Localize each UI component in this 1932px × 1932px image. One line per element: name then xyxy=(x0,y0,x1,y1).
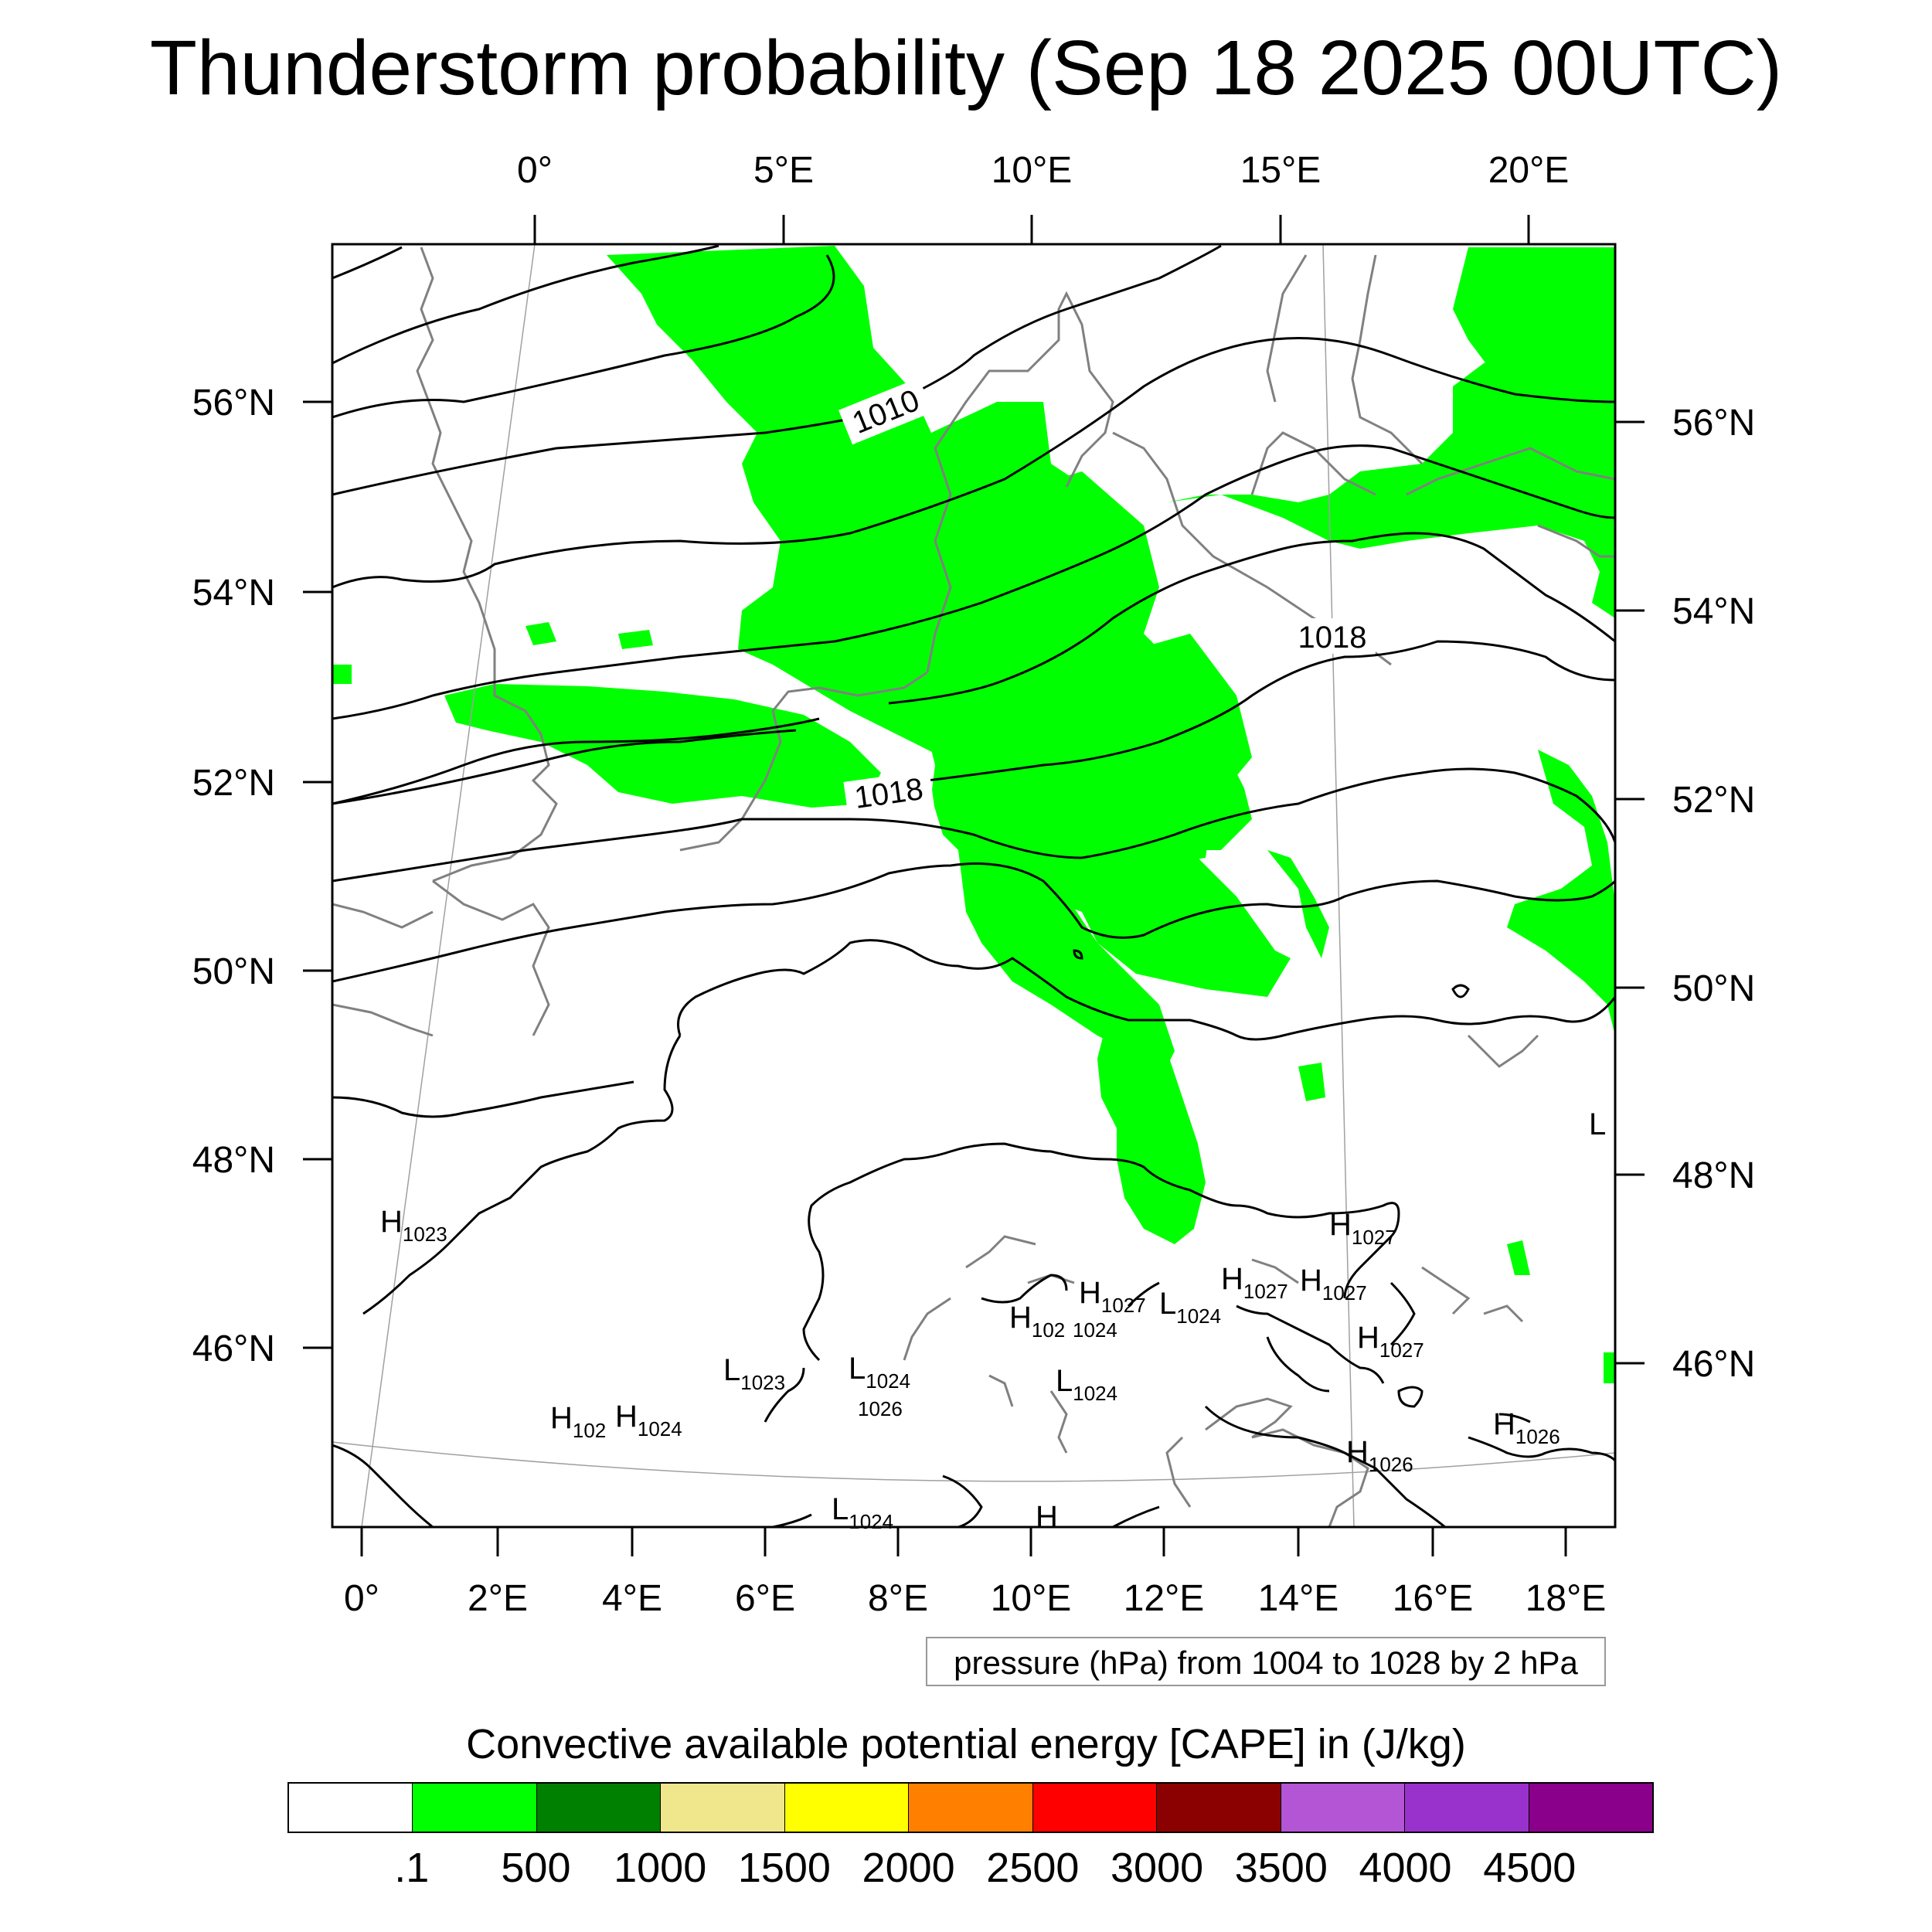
colorbar-label: 2000 xyxy=(862,1845,955,1891)
cape-area-small-1 xyxy=(332,665,352,684)
left-lat-tick-label: 48°N xyxy=(192,1140,275,1181)
left-lat-tick-label: 54°N xyxy=(192,573,275,614)
pressure-center: H102 xyxy=(1009,1301,1065,1342)
top-lon-tick-label: 0° xyxy=(517,150,553,191)
plot-frame xyxy=(331,243,1617,1529)
colorbar-label: 4000 xyxy=(1359,1845,1452,1891)
cape-area-czech xyxy=(1267,850,1329,958)
bottom-lon-tick-label: 18°E xyxy=(1526,1578,1607,1619)
left-lat-tick-label: 50°N xyxy=(192,951,275,992)
cape-area-germany xyxy=(927,734,1291,997)
colorbar-swatch xyxy=(1032,1784,1158,1832)
right-lat-tick-label: 50°N xyxy=(1672,968,1755,1009)
colorbar-label: 2500 xyxy=(986,1845,1080,1891)
colorbar-swatch xyxy=(536,1784,662,1832)
right-lat-tick-label: 56°N xyxy=(1672,403,1755,444)
pressure-info-box: pressure (hPa) from 1004 to 1028 by 2 hP… xyxy=(926,1637,1606,1686)
colorbar-swatch xyxy=(661,1784,785,1832)
pressure-center: H xyxy=(1036,1500,1058,1534)
bottom-lon-tick-label: 2°E xyxy=(468,1578,528,1619)
colorbar-swatch xyxy=(784,1784,910,1832)
colorbar-label: .1 xyxy=(394,1845,430,1891)
bottom-longitude-labels: 0° 2°E 4°E 6°E 8°E 10°E 12°E 14°E 16°E 1… xyxy=(344,1578,1606,1619)
pressure-center: L1024 xyxy=(849,1352,910,1393)
bottom-lon-tick-label: 4°E xyxy=(602,1578,662,1619)
bottom-lon-tick-label: 16°E xyxy=(1393,1578,1474,1619)
cape-area-small-6 xyxy=(1604,1352,1615,1383)
left-lat-tick-label: 56°N xyxy=(192,383,275,423)
pressure-center: H1023 xyxy=(380,1205,447,1246)
top-lon-tick-label: 15°E xyxy=(1240,150,1321,191)
colorbar-label: 4500 xyxy=(1483,1845,1577,1891)
right-lat-tick-label: 54°N xyxy=(1672,591,1755,632)
right-lat-tick-label: 46°N xyxy=(1672,1344,1755,1385)
cape-area-channel xyxy=(444,684,881,808)
colorbar-labels: .1 500 1000 1500 2000 2500 3000 3500 4000 4500 xyxy=(0,1842,1932,1896)
cape-area-small-5 xyxy=(1507,1240,1530,1275)
pressure-center: H1027 xyxy=(1079,1276,1146,1317)
cape-fill-layer xyxy=(332,246,1615,1383)
colorbar-label: 3000 xyxy=(1111,1845,1204,1891)
left-latitude-labels: 56°N 54°N 52°N 50°N 48°N 46°N xyxy=(192,383,275,1369)
right-lat-tick-label: 48°N xyxy=(1672,1155,1755,1196)
top-lon-tick-label: 10°E xyxy=(992,150,1073,191)
colorbar-swatch xyxy=(909,1784,1033,1832)
left-lat-tick-label: 52°N xyxy=(192,763,275,804)
pressure-center: H1024 xyxy=(615,1400,682,1440)
cape-area-northeast xyxy=(1453,247,1615,433)
bottom-lon-tick-label: 0° xyxy=(344,1578,379,1619)
bottom-lon-tick-label: 10°E xyxy=(991,1578,1072,1619)
pressure-center: H1026 xyxy=(1346,1435,1413,1476)
chart-title: Thunderstorm probability (Sep 18 2025 00… xyxy=(149,25,1783,111)
bottom-lon-tick-label: 8°E xyxy=(868,1578,928,1619)
isobars xyxy=(332,244,1615,1527)
top-longitude-labels: 0° 5°E 10°E 15°E 20°E xyxy=(517,150,1569,191)
pressure-center: 1026 xyxy=(858,1397,903,1420)
right-lat-tick-label: 52°N xyxy=(1672,780,1755,821)
pressure-center: H1026 xyxy=(1493,1407,1560,1448)
bottom-lon-tick-label: 12°E xyxy=(1124,1578,1205,1619)
pressure-center: 1024 xyxy=(1073,1318,1117,1342)
colorbar xyxy=(287,1782,1654,1833)
cape-area-poland-east xyxy=(1507,750,1615,1036)
pressure-center: H1027 xyxy=(1329,1208,1396,1249)
bottom-lon-tick-label: 6°E xyxy=(735,1578,795,1619)
pressure-center: L1023 xyxy=(723,1353,785,1394)
colorbar-label: 500 xyxy=(501,1845,571,1891)
pressure-center: L1024 xyxy=(1056,1364,1117,1405)
left-lat-tick-label: 46°N xyxy=(192,1328,275,1369)
cape-area-baltic xyxy=(1167,340,1615,618)
pressure-center: L xyxy=(1589,1107,1606,1141)
colorbar-swatch xyxy=(413,1784,537,1832)
pressure-centers: H1023 H102 H1024 L1023 L1024 1026 H102 1… xyxy=(380,1107,1606,1534)
bottom-lon-tick-label: 14°E xyxy=(1258,1578,1339,1619)
colorbar-label: 3500 xyxy=(1234,1845,1328,1891)
pressure-center: H102 xyxy=(550,1401,606,1442)
colorbar-swatch xyxy=(1157,1784,1281,1832)
pressure-center: L1024 xyxy=(832,1492,893,1533)
cape-area-small-4 xyxy=(1298,1063,1325,1101)
pressure-center: H1027 xyxy=(1357,1321,1424,1362)
cape-area-south xyxy=(1097,1005,1206,1244)
colorbar-title: Convective available potential energy [C… xyxy=(466,1721,1466,1767)
right-latitude-labels: 56°N 54°N 52°N 50°N 48°N 46°N xyxy=(1672,403,1755,1385)
colorbar-swatch xyxy=(1529,1784,1652,1832)
top-lon-tick-label: 20°E xyxy=(1488,150,1570,191)
coastlines xyxy=(332,247,1615,1527)
colorbar-swatch xyxy=(1405,1784,1529,1832)
cape-area-small-3 xyxy=(618,630,653,649)
colorbar-swatch xyxy=(1281,1784,1406,1832)
tick-marks xyxy=(303,215,1645,1556)
pressure-center: H1027 xyxy=(1300,1264,1367,1304)
colorbar-label: 1000 xyxy=(614,1845,707,1891)
colorbar-swatch xyxy=(289,1784,413,1832)
cape-area-central-band xyxy=(889,471,1252,850)
pressure-center: L1024 xyxy=(1159,1287,1221,1328)
pressure-center: H1027 xyxy=(1221,1262,1288,1303)
cape-area-small-2 xyxy=(526,622,556,645)
colorbar-label: 1500 xyxy=(737,1845,831,1891)
contour-label-1018-east: 1018 xyxy=(1298,621,1367,655)
top-lon-tick-label: 5°E xyxy=(753,150,814,191)
